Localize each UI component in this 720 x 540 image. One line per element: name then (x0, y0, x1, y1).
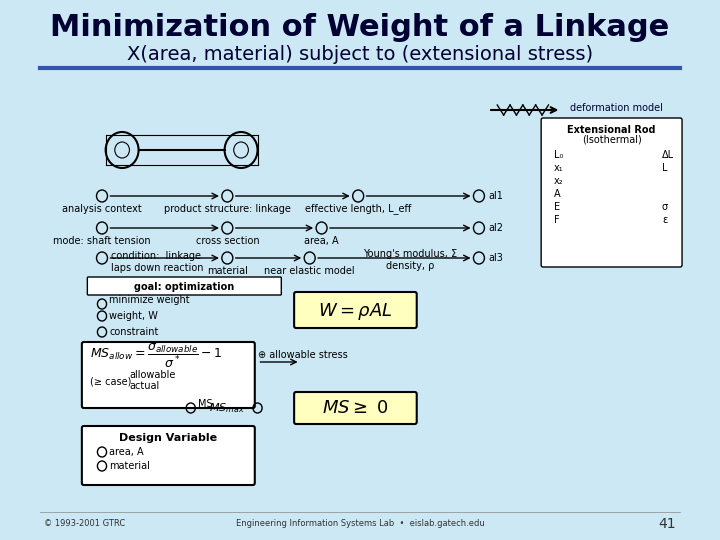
Text: $MS \geq\ 0$: $MS \geq\ 0$ (322, 399, 389, 417)
Text: ε: ε (662, 215, 667, 225)
Text: allowable: allowable (130, 370, 176, 380)
Text: © 1993-2001 GTRC: © 1993-2001 GTRC (45, 519, 125, 529)
Text: F: F (554, 215, 559, 225)
Text: L: L (662, 163, 667, 173)
Text: product structure: linkage: product structure: linkage (164, 204, 291, 214)
FancyBboxPatch shape (82, 342, 255, 408)
Text: goal: optimization: goal: optimization (134, 282, 235, 292)
Text: effective length, L_eff: effective length, L_eff (305, 204, 411, 214)
FancyBboxPatch shape (82, 426, 255, 485)
Text: σ: σ (662, 202, 668, 212)
Text: X(area, material) subject to (extensional stress): X(area, material) subject to (extensiona… (127, 45, 593, 64)
Text: $MS_{max}$: $MS_{max}$ (209, 401, 245, 415)
Text: cross section: cross section (196, 236, 259, 246)
FancyBboxPatch shape (294, 292, 417, 328)
Text: condition:  linkage: condition: linkage (111, 251, 201, 261)
Text: laps down reaction: laps down reaction (111, 263, 204, 273)
Text: ΔL: ΔL (662, 150, 674, 160)
FancyBboxPatch shape (87, 277, 282, 295)
Text: area, A: area, A (109, 447, 144, 457)
FancyBboxPatch shape (294, 392, 417, 424)
Text: constraint: constraint (109, 327, 158, 337)
Text: Young's modulus, Σ: Young's modulus, Σ (364, 249, 457, 259)
Text: al2: al2 (488, 223, 503, 233)
Text: MS: MS (198, 399, 212, 409)
Text: analysis context: analysis context (62, 204, 142, 214)
Text: weight, W: weight, W (109, 311, 158, 321)
Text: (Isothermal): (Isothermal) (582, 135, 642, 145)
FancyBboxPatch shape (541, 118, 682, 267)
Text: Minimization of Weight of a Linkage: Minimization of Weight of a Linkage (50, 14, 670, 43)
Text: actual: actual (130, 381, 160, 391)
Text: Engineering Information Systems Lab  •  eislab.gatech.edu: Engineering Information Systems Lab • ei… (235, 519, 485, 529)
Text: Extensional Rod: Extensional Rod (567, 125, 656, 135)
Text: x₂: x₂ (554, 176, 564, 186)
Text: E: E (554, 202, 560, 212)
Text: (≥ case): (≥ case) (90, 377, 132, 387)
Text: density, ρ: density, ρ (386, 261, 434, 271)
Text: material: material (207, 266, 248, 276)
Text: al1: al1 (488, 191, 503, 201)
Text: $W = \rho A L$: $W = \rho A L$ (318, 300, 392, 321)
Text: minimize weight: minimize weight (109, 295, 190, 305)
Text: near elastic model: near elastic model (264, 266, 355, 276)
Text: 41: 41 (658, 517, 675, 531)
Text: mode: shaft tension: mode: shaft tension (53, 236, 150, 246)
Text: L₀: L₀ (554, 150, 563, 160)
Text: material: material (109, 461, 150, 471)
Text: al3: al3 (488, 253, 503, 263)
Text: deformation model: deformation model (570, 103, 663, 113)
Text: Design Variable: Design Variable (119, 433, 217, 443)
Text: $MS_{allow} = \dfrac{\sigma_{allowable}}{\sigma^*} - 1$: $MS_{allow} = \dfrac{\sigma_{allowable}}… (90, 342, 222, 370)
Text: x₁: x₁ (554, 163, 564, 173)
Text: area, A: area, A (305, 236, 339, 246)
Text: A: A (554, 189, 561, 199)
Text: ⊕ allowable stress: ⊕ allowable stress (258, 350, 347, 360)
